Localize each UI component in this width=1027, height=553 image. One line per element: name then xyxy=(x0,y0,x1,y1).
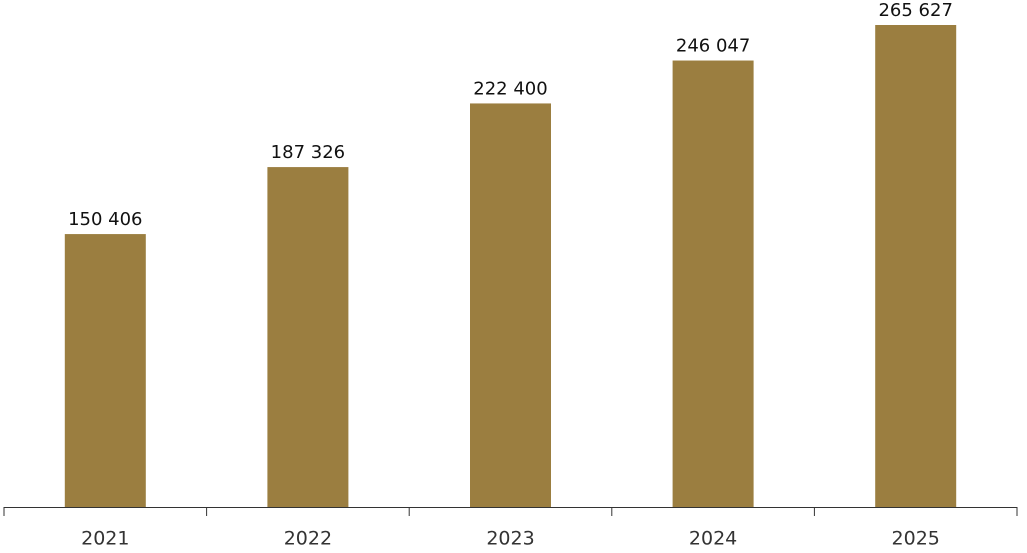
value-label: 222 400 xyxy=(473,78,547,99)
x-tick-label: 2023 xyxy=(486,528,534,550)
bar xyxy=(267,167,349,507)
value-label: 187 326 xyxy=(271,142,345,163)
bar xyxy=(875,25,957,507)
value-label: 265 627 xyxy=(878,0,952,21)
bar xyxy=(470,103,551,508)
bar xyxy=(64,234,146,508)
value-label: 246 047 xyxy=(676,36,750,57)
value-label: 150 406 xyxy=(68,209,142,230)
x-tick-label: 2024 xyxy=(689,528,737,550)
bar xyxy=(672,60,754,508)
x-tick-label: 2025 xyxy=(892,528,940,550)
x-tick-label: 2021 xyxy=(81,528,129,550)
x-tick-label: 2022 xyxy=(284,528,332,550)
